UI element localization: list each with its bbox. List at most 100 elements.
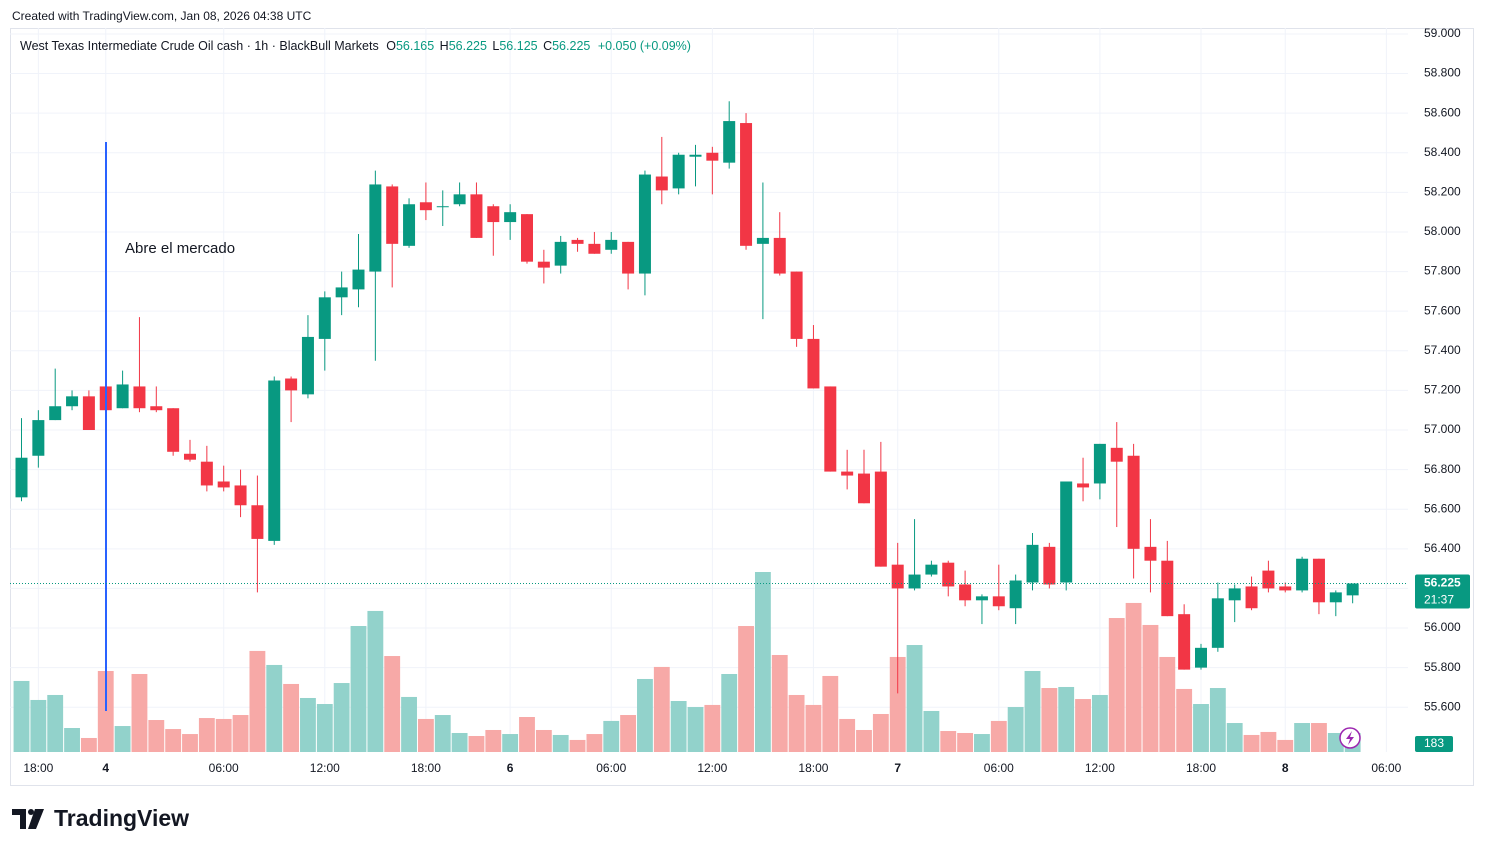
candle-body	[908, 574, 921, 589]
candle-body	[689, 154, 702, 157]
x-tick-label: 8	[1282, 761, 1289, 775]
y-tick-label: 58.800	[1424, 66, 1461, 80]
legend-value: 56.225	[552, 39, 590, 53]
candle-body	[133, 386, 146, 409]
volume-label-box	[1415, 736, 1453, 752]
candle-body	[554, 241, 567, 266]
volume-bar	[215, 718, 232, 752]
candle-body	[1296, 558, 1309, 591]
volume-bar	[384, 656, 401, 752]
volume-bar	[906, 645, 923, 752]
volume-bar	[1075, 699, 1091, 752]
volume-bar	[131, 673, 148, 752]
candle-body	[537, 261, 550, 268]
candle-body	[672, 154, 685, 189]
legend-key: O	[386, 39, 396, 53]
y-tick-label: 55.800	[1424, 660, 1461, 674]
candle-body	[605, 239, 618, 250]
candle-body	[1110, 447, 1123, 462]
volume-bar	[114, 726, 131, 752]
candle-body	[521, 214, 533, 262]
volume-label: 183	[1424, 736, 1444, 750]
volume-bar	[940, 731, 957, 752]
candle-body	[301, 336, 314, 395]
candle-body	[790, 271, 803, 339]
volume-bar	[839, 718, 856, 752]
brand-logo: TradingView	[12, 805, 189, 831]
candle-body	[773, 237, 786, 274]
volume-bar	[1041, 688, 1058, 752]
volume-bar	[97, 670, 114, 752]
credit: Created with TradingView.com, Jan 08, 20…	[12, 9, 312, 23]
x-tick-label: 12:00	[1085, 761, 1115, 775]
candle-body	[1195, 647, 1207, 668]
candle-body	[335, 287, 348, 298]
candle-body	[874, 471, 887, 567]
legend-key: L	[492, 39, 499, 53]
candle-body	[116, 384, 129, 409]
volume-bar	[923, 710, 940, 752]
candle-body	[1009, 580, 1022, 609]
volume-bar	[990, 720, 1007, 752]
y-tick-label: 57.000	[1424, 422, 1461, 436]
candle-body	[891, 564, 904, 589]
candle-body	[807, 338, 820, 389]
candle-body	[1228, 588, 1241, 601]
x-tick-label: 06:00	[209, 761, 239, 775]
volume-bar	[670, 701, 687, 752]
candle-body	[1026, 544, 1039, 583]
candle-body	[49, 406, 62, 421]
x-tick-label: 06:00	[1371, 761, 1401, 775]
volume-bar	[47, 694, 64, 752]
x-tick-label: 18:00	[411, 761, 441, 775]
volume-bar	[232, 715, 249, 752]
volume-bar	[822, 675, 839, 752]
candle-body	[925, 564, 938, 575]
alert-bolt	[1346, 731, 1354, 745]
candle-body	[1245, 586, 1258, 609]
volume-bar	[620, 715, 637, 752]
volume-bar	[889, 656, 906, 752]
volume-bar	[80, 737, 97, 752]
y-tick-label: 56.400	[1424, 541, 1461, 555]
volume-bar	[13, 680, 30, 752]
x-tick-label: 06:00	[984, 761, 1014, 775]
logo-dot	[28, 809, 34, 815]
candle-body	[1262, 570, 1275, 589]
legend: West Texas Intermediate Crude Oil cash ·…	[20, 39, 691, 53]
volume-bar	[1226, 723, 1243, 752]
volume-bar	[788, 694, 805, 752]
brand: TradingView	[54, 805, 189, 831]
y-tick-label: 56.800	[1424, 462, 1461, 476]
volume-bar	[535, 729, 552, 752]
legend-value: 56.225	[449, 39, 487, 53]
x-tick-label: 7	[894, 761, 901, 775]
volume-bar	[1209, 688, 1226, 752]
volume-bar	[1294, 723, 1311, 752]
candle-pane	[15, 101, 1359, 694]
candle-body	[470, 194, 483, 238]
volume-bar	[519, 716, 535, 752]
candle-body	[1279, 586, 1292, 591]
volume-pane	[13, 572, 1361, 752]
candle-body	[858, 473, 870, 504]
volume-bar	[637, 678, 653, 752]
logo-mark	[28, 809, 44, 829]
candle-body	[975, 596, 988, 601]
candle-body	[706, 152, 719, 161]
candle-body	[15, 457, 28, 498]
volume-bar	[300, 697, 316, 752]
volume-bar	[148, 720, 165, 752]
y-tick-label: 57.600	[1424, 303, 1461, 317]
volume-bar	[1243, 734, 1260, 752]
candle-body	[571, 239, 584, 244]
volume-bar	[552, 734, 569, 752]
candle-body	[66, 396, 79, 407]
price-label: 56.225	[1424, 576, 1461, 590]
candle-body	[959, 584, 972, 601]
candle-body	[1093, 443, 1106, 484]
y-tick-label: 57.800	[1424, 264, 1461, 278]
volume-bar	[771, 654, 788, 752]
candle-body	[167, 408, 180, 452]
